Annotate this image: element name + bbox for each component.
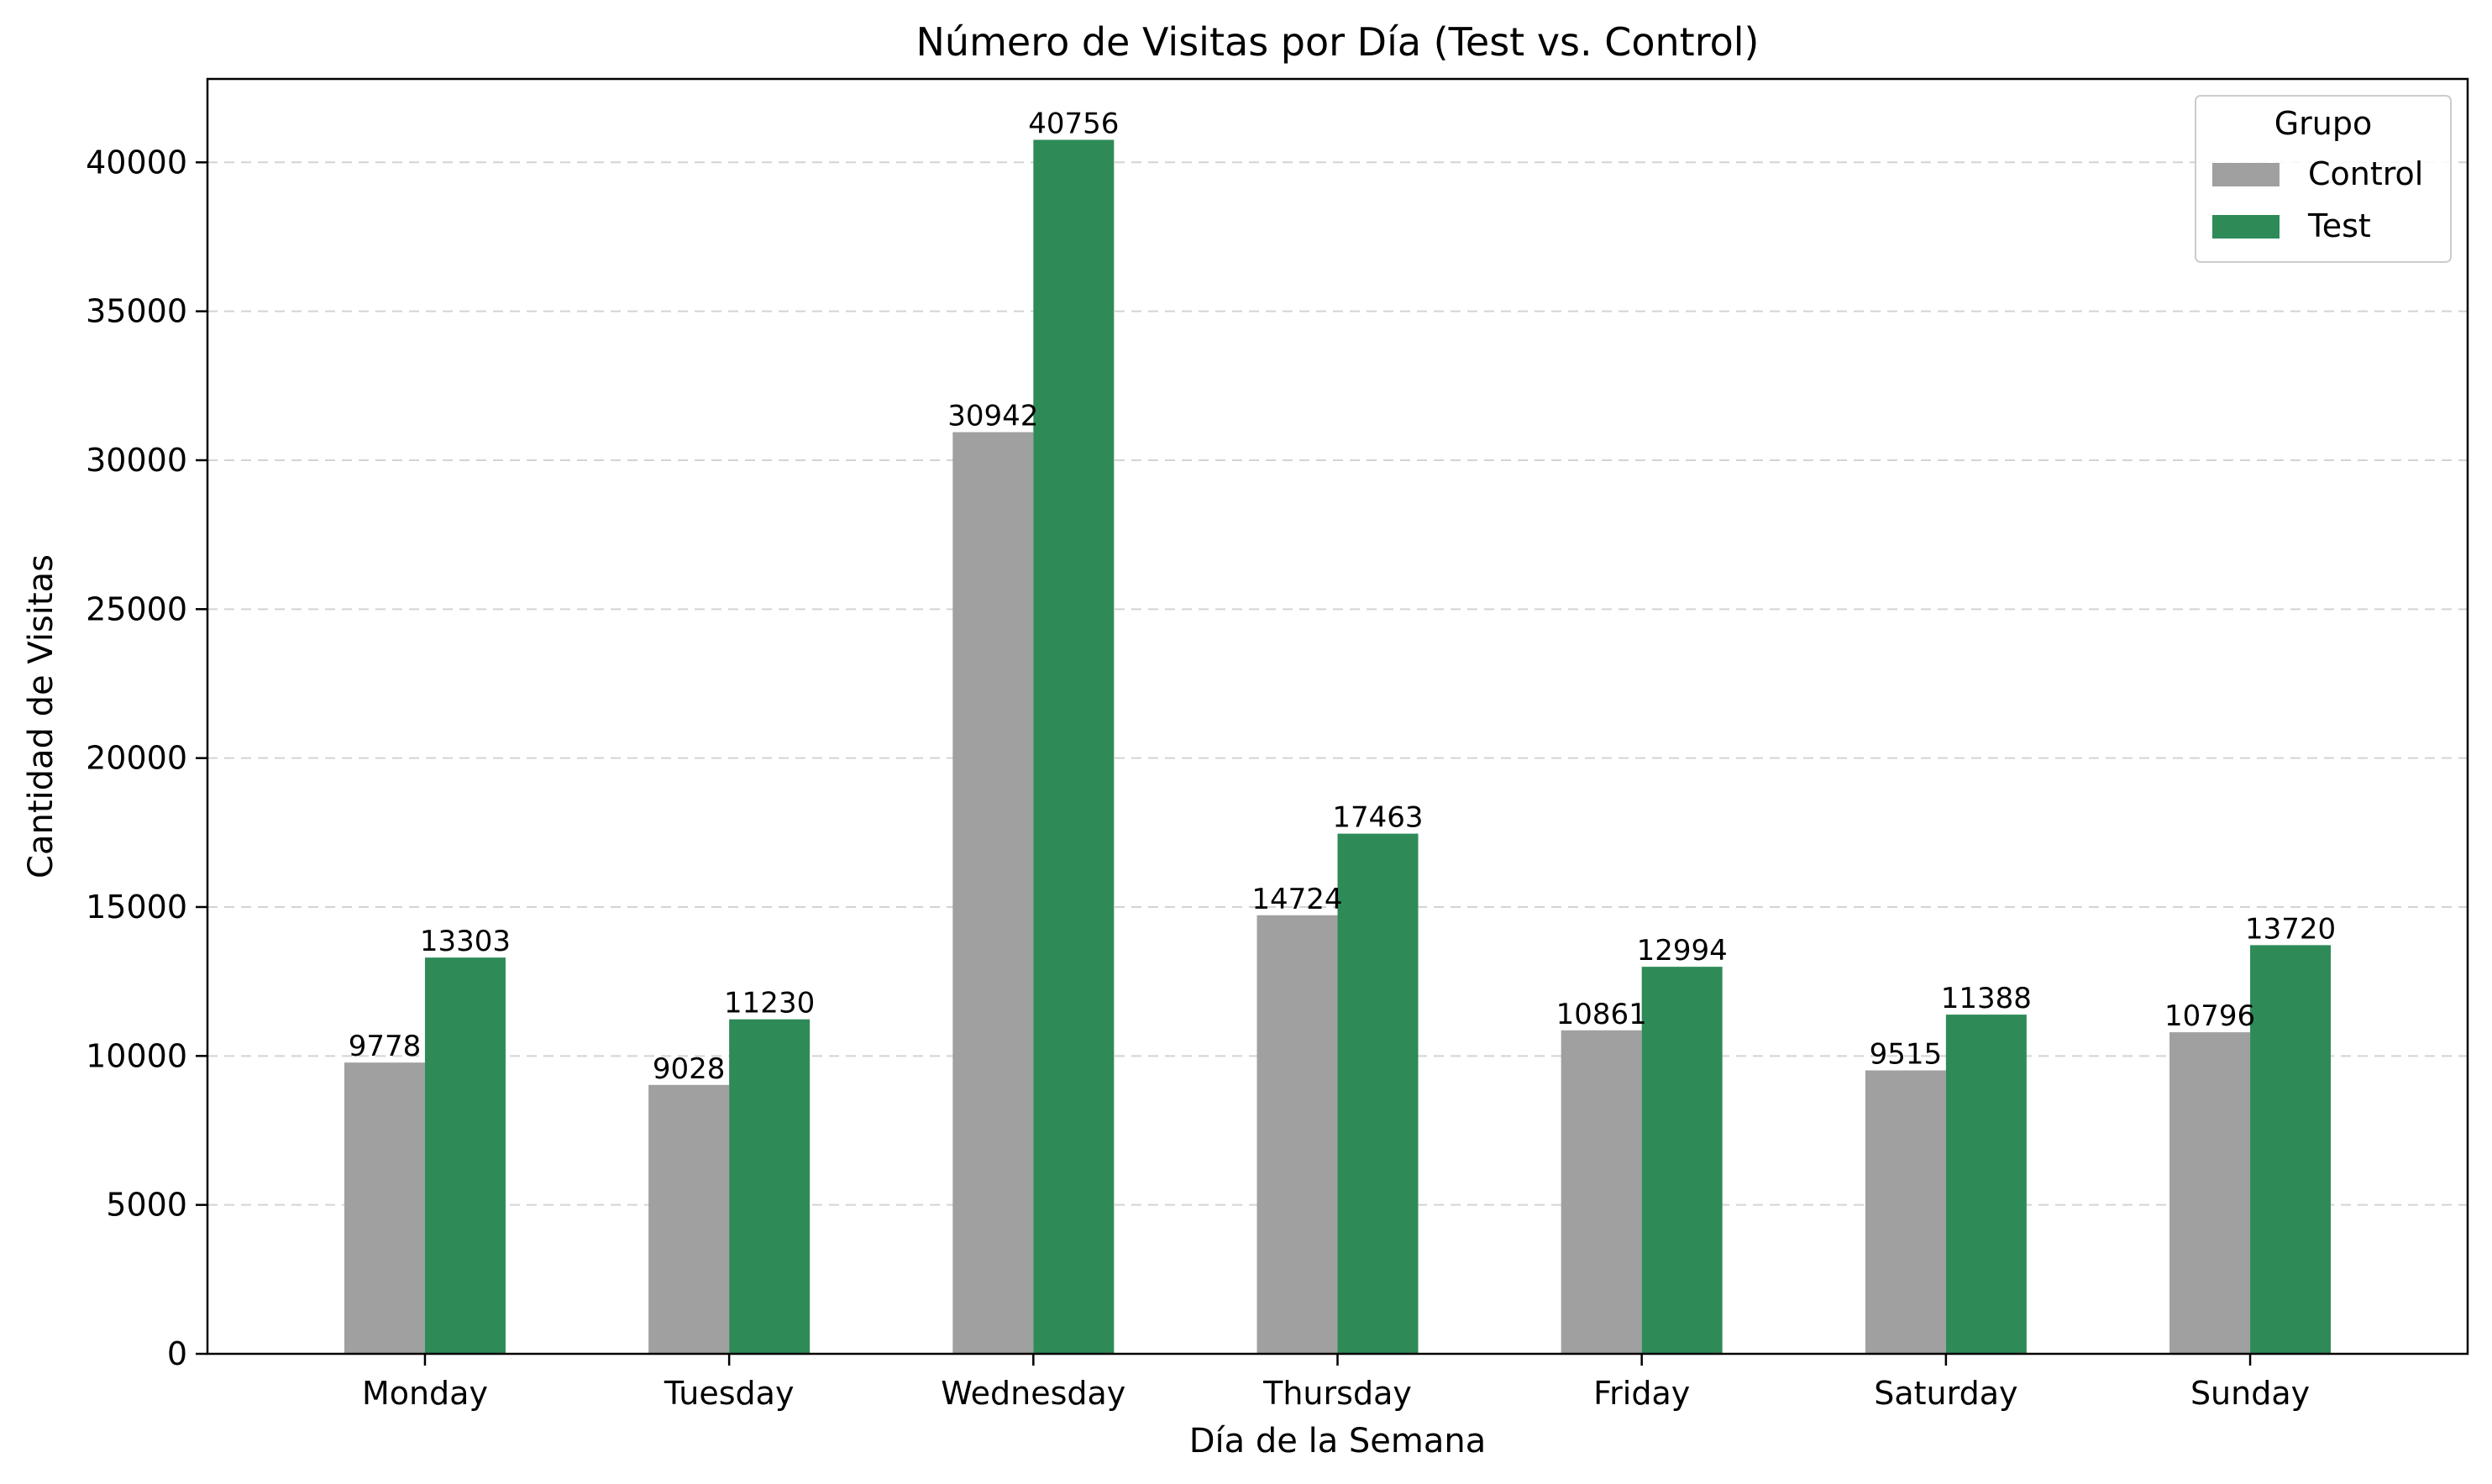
legend-items: Control Test <box>2212 155 2423 244</box>
legend-title: Grupo <box>2274 105 2373 142</box>
x-tick-label: Wednesday <box>941 1375 1125 1412</box>
x-tick-label: Thursday <box>1262 1375 1412 1412</box>
bar-test-tuesday <box>729 1019 811 1354</box>
x-tick-label: Sunday <box>2190 1375 2310 1412</box>
x-axis-title: Día de la Semana <box>1189 1422 1487 1460</box>
bar-control-saturday <box>1865 1070 1946 1354</box>
data-label: 40756 <box>1028 107 1119 140</box>
y-tick-label: 0 <box>167 1335 187 1372</box>
data-label: 17463 <box>1332 801 1423 835</box>
data-labels: 9778 13303 9028 11230 30942 40756 14724 17463 10… <box>349 107 2336 1085</box>
bar-control-tuesday <box>648 1084 730 1354</box>
data-label: 10861 <box>1556 998 1647 1031</box>
x-axis: Monday Tuesday Wednesday Thursday Friday Satu… <box>362 1354 2310 1412</box>
x-tick-label: Monday <box>362 1375 488 1412</box>
bar-control-monday <box>344 1062 425 1354</box>
y-tick-label: 35000 <box>86 293 187 330</box>
y-tick-label: 15000 <box>86 889 187 926</box>
data-label: 12994 <box>1637 934 1728 967</box>
bars <box>344 139 2332 1355</box>
x-tick-label: Tuesday <box>664 1375 795 1412</box>
bar-test-saturday <box>1945 1015 2027 1354</box>
legend-label-control: Control <box>2308 155 2423 192</box>
bar-test-wednesday <box>1033 139 1115 1355</box>
data-label: 30942 <box>947 400 1038 433</box>
legend-swatch-control <box>2212 163 2280 186</box>
x-tick-label: Friday <box>1593 1375 1690 1412</box>
data-label: 14724 <box>1251 883 1342 916</box>
data-label: 9028 <box>653 1052 726 1086</box>
y-tick-label: 5000 <box>106 1187 187 1224</box>
bar-control-thursday <box>1256 915 1338 1354</box>
y-tick-label: 25000 <box>86 590 187 627</box>
y-axis: 0 5000 10000 15000 20000 25000 30000 35000 40000 <box>86 144 207 1372</box>
bar-test-thursday <box>1337 833 1419 1354</box>
chart-title: Número de Visitas por Día (Test vs. Cont… <box>916 19 1760 65</box>
y-tick-label: 20000 <box>86 740 187 777</box>
x-tick-label: Saturday <box>1874 1375 2017 1412</box>
bar-test-monday <box>424 957 506 1354</box>
y-tick-label: 10000 <box>86 1037 187 1074</box>
bar-test-friday <box>1641 967 1723 1354</box>
y-tick-label: 30000 <box>86 442 187 479</box>
data-label: 13720 <box>2245 912 2336 946</box>
y-axis-title: Cantidad de Visitas <box>22 554 60 878</box>
data-label: 9778 <box>349 1030 422 1063</box>
legend-swatch-test <box>2212 215 2280 239</box>
bar-test-sunday <box>2250 945 2332 1354</box>
legend-label-test: Test <box>2307 207 2371 244</box>
legend: Grupo Control Test <box>2195 95 2452 263</box>
data-label: 13303 <box>420 925 511 958</box>
data-label: 11230 <box>724 987 815 1020</box>
data-label: 10796 <box>2164 999 2255 1033</box>
y-tick-label: 40000 <box>86 144 187 181</box>
data-label: 9515 <box>1870 1038 1943 1072</box>
bar-control-friday <box>1561 1030 1642 1354</box>
data-label: 11388 <box>1941 982 2032 1015</box>
bar-control-wednesday <box>952 432 1034 1355</box>
bar-control-sunday <box>2169 1032 2251 1354</box>
